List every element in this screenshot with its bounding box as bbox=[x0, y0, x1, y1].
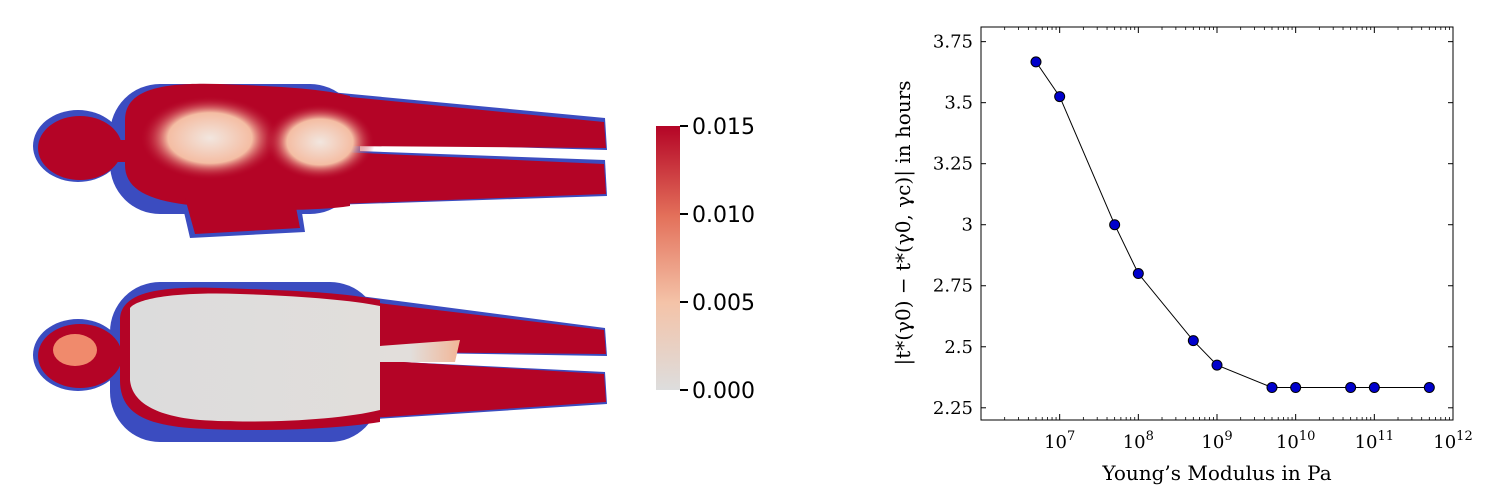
data-point bbox=[1368, 382, 1380, 394]
body-mesh-top bbox=[33, 83, 607, 238]
y-tick-label: 3.25 bbox=[933, 154, 973, 175]
data-point bbox=[1211, 359, 1223, 371]
y-tick-label: 2.5 bbox=[944, 337, 973, 358]
heatmap-figure: 0.015 0.010 0.005 0.000 bbox=[33, 83, 755, 442]
colorbar-tick-label: 0.005 bbox=[692, 291, 755, 316]
x-tick-label: 109 bbox=[1201, 429, 1232, 453]
colorbar-gradient bbox=[656, 126, 680, 390]
line-chart: 2.25 2.5 2.75 3 3.25 3.5 3.75 107 108 109 1010 101… bbox=[891, 26, 1473, 485]
y-tick-label: 2.75 bbox=[933, 276, 973, 297]
y-tick-label: 3.75 bbox=[933, 32, 973, 53]
x-tick-label: 1010 bbox=[1276, 429, 1315, 453]
colorbar: 0.015 0.010 0.005 0.000 bbox=[656, 115, 755, 404]
x-tick-label: 1011 bbox=[1355, 429, 1394, 453]
data-point bbox=[1345, 382, 1357, 394]
data-point bbox=[1423, 382, 1435, 394]
data-point bbox=[1290, 382, 1302, 394]
x-axis-label: Young’s Modulus in Pa bbox=[1101, 461, 1331, 485]
y-axis-label: |t*(γ0) − t*(γ0, γc)| in hours bbox=[891, 80, 916, 365]
y-tick-label: 3 bbox=[962, 215, 973, 236]
x-tick-label: 107 bbox=[1044, 429, 1075, 453]
data-point bbox=[1266, 382, 1278, 394]
data-point bbox=[1132, 268, 1144, 280]
y-tick-label: 2.25 bbox=[933, 398, 973, 419]
x-tick-label: 108 bbox=[1123, 429, 1154, 453]
data-point bbox=[1030, 56, 1042, 68]
x-tick-label: 1012 bbox=[1433, 429, 1472, 453]
y-tick-label: 3.5 bbox=[944, 93, 973, 114]
data-point bbox=[1109, 219, 1121, 231]
data-point bbox=[1187, 335, 1199, 347]
colorbar-tick-label: 0.010 bbox=[692, 203, 755, 228]
data-point bbox=[1054, 91, 1066, 103]
body-mesh-bottom bbox=[33, 282, 607, 442]
colorbar-tick-label: 0.015 bbox=[692, 115, 755, 140]
colorbar-tick-label: 0.000 bbox=[692, 379, 755, 404]
